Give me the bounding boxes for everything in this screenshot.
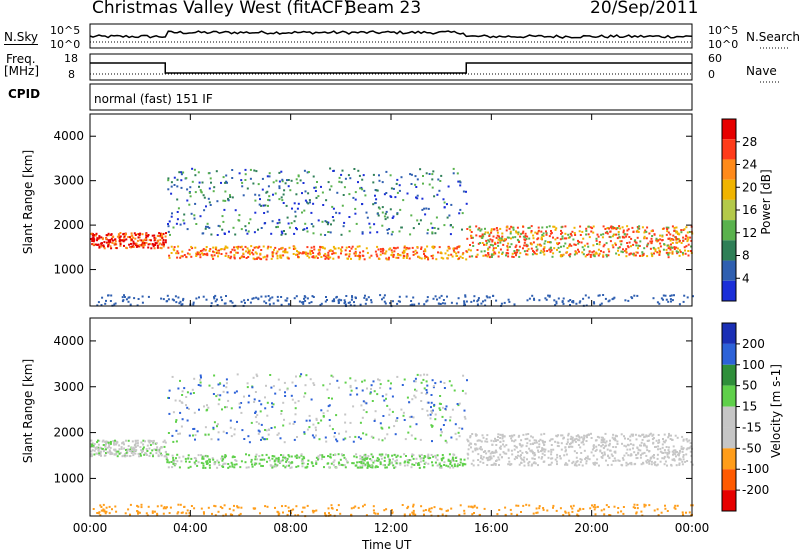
power-panel-colorbar-segment	[722, 139, 736, 160]
noise-sky-line	[89, 30, 693, 39]
velocity-panel-colorbar-segment	[722, 385, 736, 407]
power-panel-colorbar-tick-label: 16	[742, 203, 757, 217]
power-panel-colorbar-segment	[722, 260, 736, 281]
velocity-panel-colorbar-tick-label: 15	[742, 400, 757, 414]
velocity-panel-colorbar-tick-label: -200	[742, 483, 769, 497]
power-panel-colorbar-segment	[722, 280, 736, 301]
power-panel-colorbar-tick-label: 20	[742, 180, 757, 194]
nave-label: Nave	[746, 64, 777, 78]
velocity-panel-colorbar-segment	[722, 364, 736, 386]
power-panel-colorbar-segment	[722, 119, 736, 140]
power-panel-ytick-label: 2000	[53, 218, 84, 232]
velocity-panel-ytick-label: 4000	[53, 334, 84, 348]
velocity-panel-colorbar-segment	[722, 427, 736, 449]
velocity-panel-colorbar-segment	[722, 490, 736, 511]
velocity-panel-frame	[89, 317, 693, 517]
cpid-panel-frame	[89, 83, 693, 111]
station-title: Christmas Valley West (fitACF)	[92, 0, 351, 18]
power-panel-colorbar-tick-label: 24	[742, 158, 757, 172]
velocity-panel-colorbar-tick-label: -15	[742, 420, 762, 434]
velocity-panel-colorbar-tick-label: -100	[742, 462, 769, 476]
power-panel-colorbar-segment	[722, 199, 736, 221]
freq-line	[90, 62, 692, 74]
noise-right-tick-bottom: 10^0	[708, 38, 739, 51]
nsky-label: N.Sky	[4, 30, 39, 45]
velocity-panel-colorbar-tick-label: -50	[742, 441, 762, 455]
velocity-panel-ytick-label: 1000	[53, 471, 84, 485]
freq-label: Freq.	[6, 52, 36, 66]
power-panel-colorbar-tick-label: 28	[742, 135, 757, 149]
x-axis-label: Time UT	[362, 538, 412, 552]
velocity-panel-colorbar-tick-label: 50	[742, 379, 757, 393]
velocity-panel-colorbar-segment	[722, 343, 736, 365]
velocity-panel-colorbar-tick-label: 200	[742, 337, 765, 351]
velocity-panel-colorbar-tick-label: 100	[742, 358, 765, 372]
velocity-panel-colorbar-segment	[722, 323, 736, 344]
power-panel-colorbar-segment	[722, 240, 736, 261]
x-tick-label: 00:00	[73, 521, 108, 535]
velocity-panel-colorbar-frame	[721, 322, 737, 512]
noise-right-tick-top: 10^5	[708, 24, 739, 37]
power-panel-colorbar-segment	[722, 220, 736, 241]
freq-tick-top: 18	[64, 52, 78, 65]
cpid-label: CPID	[8, 87, 41, 101]
freq-panel-frame	[89, 53, 693, 81]
x-tick-label: 00:00	[675, 521, 710, 535]
x-tick-label: 04:00	[173, 521, 208, 535]
velocity-panel-colorbar-segment	[722, 406, 736, 428]
date-label: 20/Sep/2011	[590, 0, 699, 18]
velocity-panel-colorbar-segment	[722, 469, 736, 491]
x-tick-label: 20:00	[574, 521, 609, 535]
nave-tick-top: 60	[708, 52, 722, 65]
power-panel-ytick-label: 4000	[53, 129, 84, 143]
velocity-panel-cells	[90, 373, 694, 518]
cpid-program: normal (fast) 151 IF	[94, 92, 213, 106]
power-panel-cells	[90, 167, 694, 308]
freq-unit-label: [MHz]	[4, 64, 40, 78]
beam-label: Beam 23	[345, 0, 422, 18]
noise-left-tick-top: 10^5	[50, 24, 81, 37]
freq-tick-bottom: 8	[68, 68, 75, 81]
power-panel-colorbar-tick-label: 12	[742, 226, 757, 240]
noise-left-tick-bottom: 10^0	[50, 38, 81, 51]
x-tick-label: 08:00	[273, 521, 308, 535]
power-panel-colorbar-tick-label: 8	[742, 249, 750, 263]
power-panel-colorbar-segment	[722, 179, 736, 200]
nave-tick-bottom: 0	[708, 68, 715, 81]
x-tick-label: 12:00	[374, 521, 409, 535]
nsearch-label: N.Search	[746, 30, 800, 44]
power-panel-ytick-label: 1000	[53, 263, 84, 277]
power-panel-colorbar-segment	[722, 159, 736, 180]
power-panel-ytick-label: 3000	[53, 174, 84, 188]
power-panel-colorbar-tick-label: 4	[742, 271, 750, 285]
velocity-panel-ytick-label: 2000	[53, 426, 84, 440]
velocity-panel-colorbar-segment	[722, 448, 736, 470]
velocity-panel-ytick-label: 3000	[53, 380, 84, 394]
x-tick-label: 16:00	[474, 521, 509, 535]
